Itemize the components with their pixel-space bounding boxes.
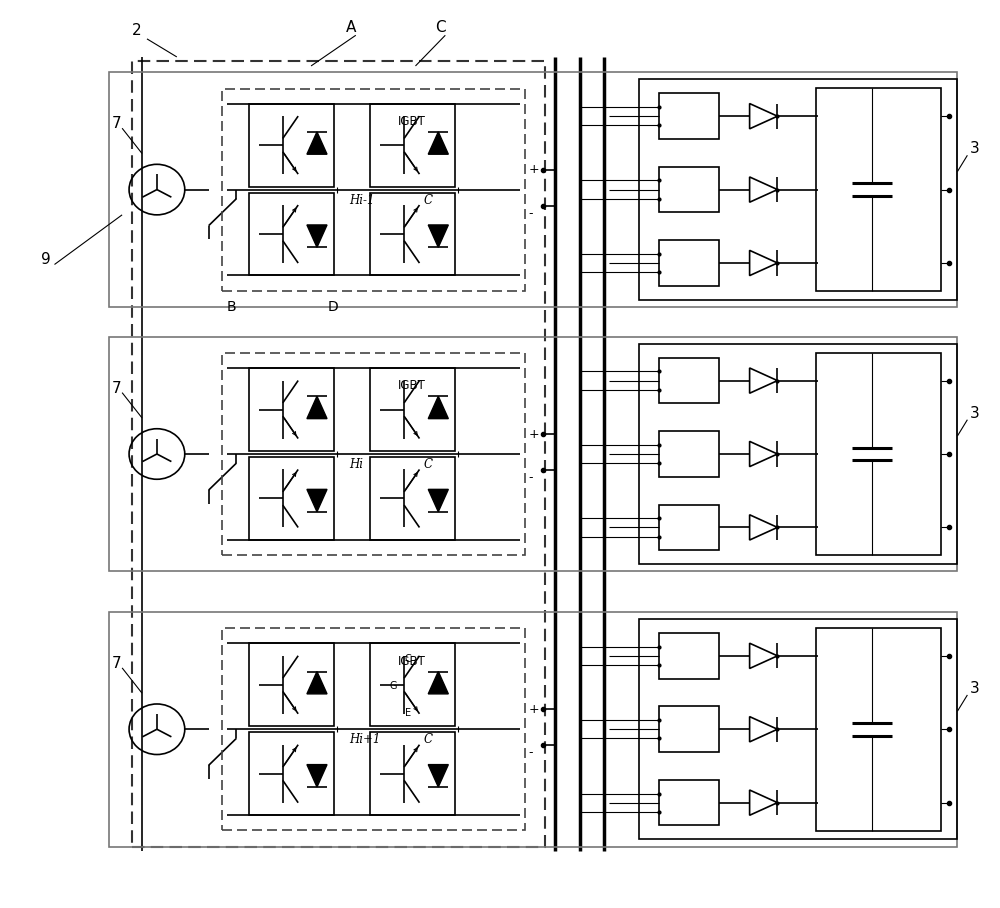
- Bar: [370, 104, 455, 186]
- Text: C: C: [405, 654, 412, 664]
- Text: -: -: [529, 746, 533, 759]
- Text: 3: 3: [969, 406, 979, 421]
- Bar: [370, 732, 455, 815]
- Text: C: C: [424, 459, 433, 471]
- Bar: [659, 431, 719, 477]
- Text: 2: 2: [132, 24, 142, 38]
- Bar: [249, 644, 334, 726]
- Text: Hi-1: Hi-1: [349, 193, 378, 207]
- Polygon shape: [307, 672, 327, 694]
- Bar: [639, 344, 957, 564]
- Text: 7: 7: [112, 116, 122, 132]
- Text: C: C: [424, 734, 433, 746]
- Polygon shape: [428, 225, 448, 247]
- Bar: [659, 633, 719, 678]
- Bar: [132, 62, 545, 846]
- Bar: [249, 732, 334, 815]
- Polygon shape: [307, 765, 327, 787]
- Bar: [109, 337, 957, 571]
- Bar: [659, 241, 719, 286]
- Text: Hi+1: Hi+1: [349, 734, 380, 746]
- Bar: [639, 619, 957, 839]
- Text: 9: 9: [41, 252, 50, 268]
- Text: 7: 7: [112, 380, 122, 396]
- Bar: [659, 505, 719, 550]
- Text: G: G: [389, 681, 397, 691]
- Bar: [659, 706, 719, 752]
- Text: D: D: [328, 300, 338, 313]
- Bar: [249, 192, 334, 275]
- Bar: [249, 104, 334, 186]
- Bar: [109, 73, 957, 307]
- Polygon shape: [428, 765, 448, 787]
- Bar: [370, 368, 455, 451]
- Polygon shape: [428, 396, 448, 419]
- Bar: [639, 80, 957, 300]
- Bar: [659, 780, 719, 825]
- Polygon shape: [307, 396, 327, 419]
- Polygon shape: [307, 489, 327, 512]
- Bar: [370, 457, 455, 540]
- Bar: [249, 368, 334, 451]
- Bar: [109, 612, 957, 846]
- Text: C: C: [424, 193, 433, 207]
- Bar: [249, 457, 334, 540]
- Polygon shape: [428, 672, 448, 694]
- Text: B: B: [227, 300, 236, 313]
- Text: A: A: [346, 20, 356, 35]
- Text: IGBT: IGBT: [397, 115, 425, 128]
- Bar: [370, 192, 455, 275]
- Bar: [659, 167, 719, 212]
- Polygon shape: [428, 489, 448, 512]
- Polygon shape: [307, 225, 327, 247]
- Bar: [816, 628, 941, 831]
- Text: 7: 7: [112, 656, 122, 671]
- Bar: [370, 644, 455, 726]
- Text: Hi: Hi: [349, 459, 367, 471]
- Text: 3: 3: [969, 681, 979, 696]
- Bar: [816, 88, 941, 291]
- Bar: [222, 353, 525, 555]
- Text: C: C: [435, 20, 446, 35]
- Polygon shape: [307, 132, 327, 154]
- Bar: [222, 88, 525, 291]
- Text: +: +: [529, 428, 539, 440]
- Bar: [816, 352, 941, 556]
- Polygon shape: [428, 132, 448, 154]
- Text: +: +: [529, 163, 539, 176]
- Text: -: -: [529, 206, 533, 220]
- Text: IGBT: IGBT: [397, 380, 425, 392]
- Bar: [659, 358, 719, 403]
- Text: IGBT: IGBT: [397, 655, 425, 667]
- Text: +: +: [529, 703, 539, 716]
- Text: -: -: [529, 471, 533, 484]
- Text: 3: 3: [969, 142, 979, 156]
- Bar: [659, 94, 719, 139]
- Text: E: E: [405, 708, 411, 718]
- Bar: [222, 628, 525, 830]
